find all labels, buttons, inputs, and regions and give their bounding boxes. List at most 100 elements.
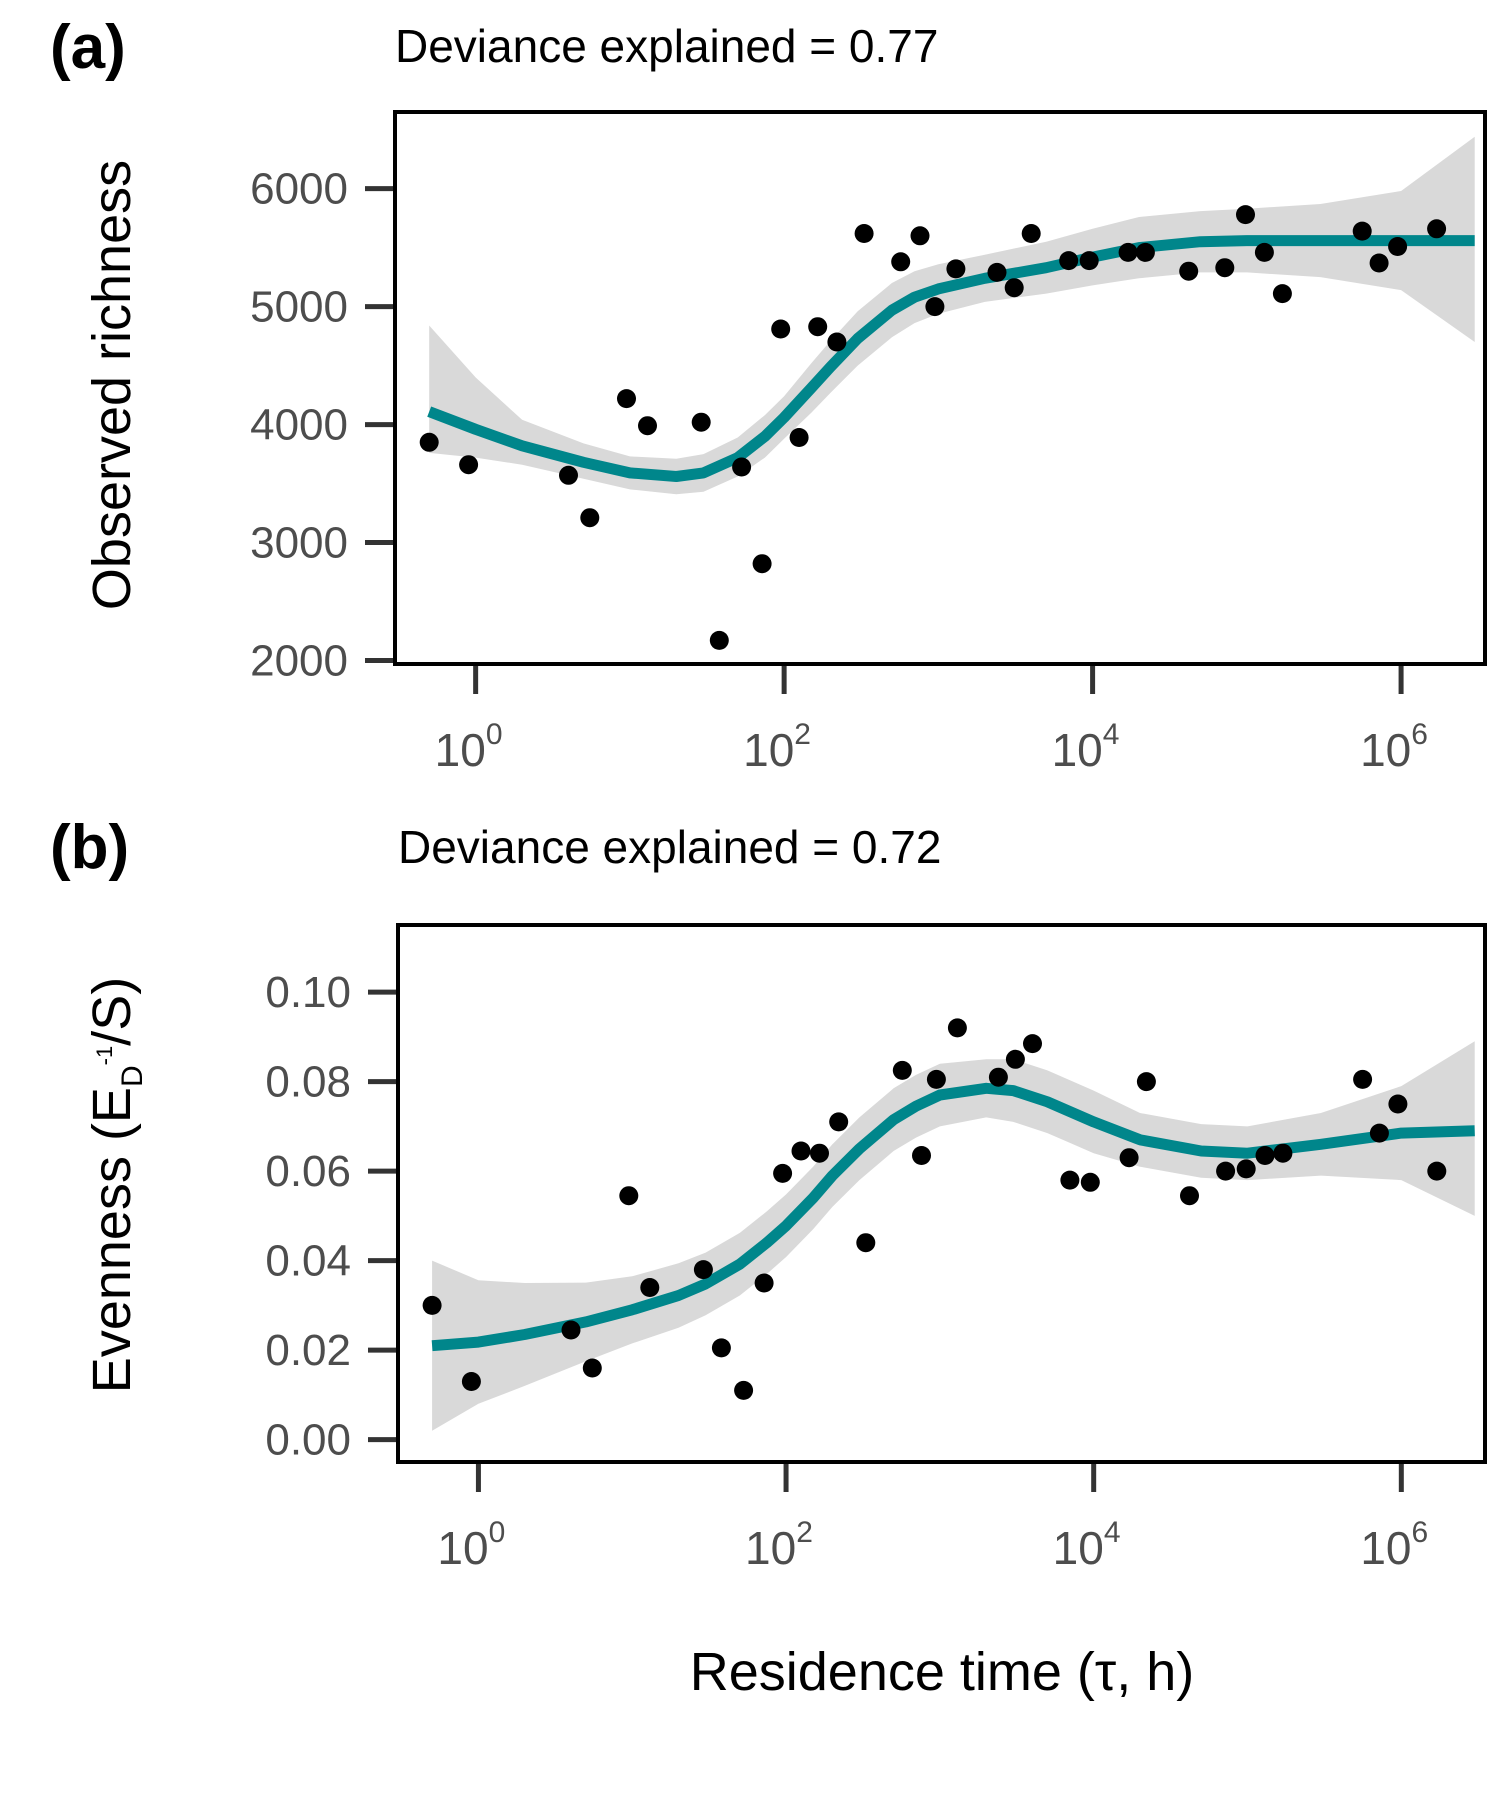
x-tick-label: 100 <box>437 1516 505 1574</box>
data-point <box>1180 1186 1199 1206</box>
data-point <box>808 317 828 337</box>
y-axis-b: 0.00 0.02 0.04 0.06 0.08 0.10 <box>265 968 398 1465</box>
data-point <box>912 1146 931 1165</box>
data-point <box>1080 1172 1100 1192</box>
y-tick-label: 2000 <box>250 636 348 685</box>
subtitle-b: Deviance explained = 0.72 <box>398 821 941 873</box>
data-point <box>638 416 657 436</box>
data-point <box>619 1186 639 1206</box>
data-point <box>810 1143 829 1163</box>
data-point <box>711 1338 731 1358</box>
data-point <box>789 428 809 447</box>
data-point <box>582 1358 602 1378</box>
y-tick-label: 6000 <box>250 165 348 214</box>
x-tick-label: 102 <box>743 718 811 776</box>
panel-a: (a) Deviance explained = 0.77 Observed r… <box>50 13 1487 776</box>
data-point <box>1369 1123 1389 1143</box>
data-point <box>1059 251 1079 271</box>
data-point <box>709 630 729 650</box>
data-point <box>1060 1170 1080 1190</box>
data-point <box>1273 1143 1293 1163</box>
data-point <box>1352 221 1372 241</box>
data-point <box>1023 1034 1042 1054</box>
data-point <box>829 1112 849 1132</box>
data-point <box>1118 242 1138 262</box>
data-point <box>1427 219 1447 239</box>
x-tick-label: 100 <box>435 718 503 776</box>
y-tick-label: 5000 <box>250 283 348 332</box>
data-points-a <box>419 205 1447 650</box>
data-point <box>640 1278 660 1297</box>
x-tick-label: 106 <box>1360 1516 1428 1574</box>
fit-line-a <box>427 235 1475 482</box>
data-point <box>947 1018 967 1038</box>
y-axis-label-b: Evenness (ED-1/S) <box>82 977 149 1393</box>
fit-line-path <box>427 235 1475 482</box>
data-point <box>1388 237 1408 256</box>
data-point <box>1135 242 1155 262</box>
data-point <box>1004 278 1024 298</box>
data-point <box>1136 1072 1156 1092</box>
panel-label-a: (a) <box>50 13 126 82</box>
confidence-band-a <box>429 136 1475 495</box>
fit-line-path <box>431 1082 1475 1352</box>
y-tick-label: 0.04 <box>265 1237 351 1286</box>
fit-line-b <box>431 1082 1475 1352</box>
x-tick-label: 104 <box>1053 1516 1121 1574</box>
y-axis-label-a: Observed richness <box>82 160 142 610</box>
data-point <box>754 1273 774 1293</box>
data-point <box>771 319 791 339</box>
data-point <box>691 412 711 432</box>
data-point <box>1388 1094 1408 1114</box>
data-point <box>1236 1159 1256 1179</box>
data-point <box>926 1069 946 1089</box>
data-point <box>827 332 847 352</box>
data-point <box>988 1067 1008 1087</box>
y-tick-label: 4000 <box>250 401 348 450</box>
data-point <box>559 465 578 485</box>
data-point <box>1236 205 1255 225</box>
data-point <box>693 1260 713 1280</box>
data-point <box>1021 224 1041 243</box>
data-point <box>1353 1069 1373 1089</box>
data-point <box>910 226 930 246</box>
y-axis-a: 2000 3000 4000 5000 6000 <box>250 165 395 685</box>
data-point <box>732 457 752 477</box>
subtitle-a: Deviance explained = 0.77 <box>395 20 938 72</box>
panel-label-b: (b) <box>50 813 129 882</box>
y-tick-label: 0.02 <box>265 1326 351 1375</box>
x-tick-label: 104 <box>1052 718 1120 776</box>
panel-b: (b) Deviance explained = 0.72 Evenness (… <box>50 813 1487 1702</box>
data-points-b <box>422 1018 1447 1400</box>
data-point <box>854 224 874 243</box>
data-point <box>734 1380 754 1400</box>
data-point <box>1427 1161 1447 1181</box>
x-axis-label: Residence time (τ, h) <box>690 1642 1195 1702</box>
confidence-band-area <box>432 1041 1475 1431</box>
data-point <box>946 259 966 279</box>
data-point <box>461 1372 481 1391</box>
data-point <box>1272 284 1292 304</box>
x-axis-a: 100 102 104 106 <box>435 664 1428 776</box>
data-point <box>987 262 1007 282</box>
x-axis-b: 100 102 104 106 <box>437 1462 1428 1574</box>
data-point <box>1179 261 1199 281</box>
data-point <box>1369 253 1389 273</box>
y-tick-label: 0.08 <box>265 1058 351 1107</box>
data-point <box>1119 1148 1139 1168</box>
x-tick-label: 102 <box>745 1516 813 1574</box>
confidence-band-b <box>432 1041 1475 1431</box>
x-tick-label: 106 <box>1360 718 1428 776</box>
data-point <box>459 455 479 475</box>
data-point <box>891 252 911 272</box>
y-tick-label: 0.00 <box>265 1416 351 1465</box>
data-point <box>1079 251 1099 271</box>
y-tick-label: 0.10 <box>265 968 351 1017</box>
plot-frame-a <box>393 110 1487 666</box>
data-point <box>1216 1161 1236 1181</box>
data-point <box>1215 258 1235 278</box>
data-point <box>1005 1049 1025 1069</box>
data-point <box>422 1295 442 1315</box>
data-point <box>925 297 945 317</box>
